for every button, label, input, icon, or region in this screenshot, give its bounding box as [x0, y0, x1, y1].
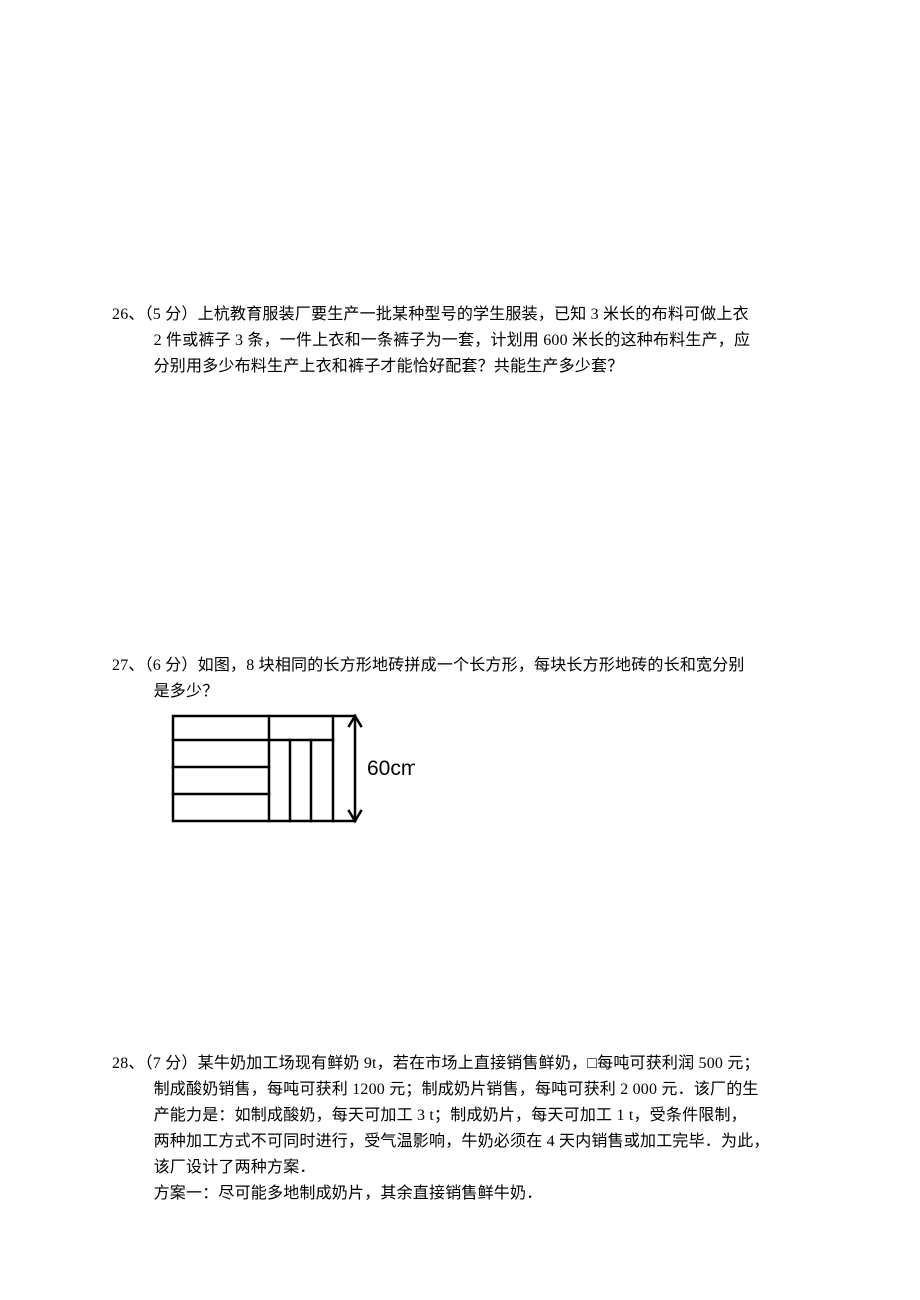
problem-28: 28、（7 分）某牛奶加工场现有鲜奶 9t，若在市场上直接销售鲜奶，□每吨可获利… [112, 1051, 832, 1207]
problem-27-number: 27、 [112, 657, 145, 674]
problem-28-line4: 两种加工方式不可同时进行，受气温影响，牛奶必须在 4 天内销售或加工完毕．为此， [112, 1129, 832, 1155]
problem-26: 26、（5 分）上杭教育服装厂要生产一批某种型号的学生服装，已知 3 米长的布料… [112, 302, 832, 380]
problem-28-points: （7 分） [145, 1055, 198, 1072]
problem-28-line2: 制成酸奶销售，每吨可获利 1200 元；制成奶片销售，每吨可获利 2 000 元… [112, 1077, 832, 1103]
problem-27-line2: 是多少？ [112, 679, 832, 705]
problem-28-line5: 该厂设计了两种方案． [112, 1155, 832, 1181]
problem-27-line1: 27、（6 分）如图，8 块相同的长方形地砖拼成一个长方形，每块长方形地砖的长和… [112, 653, 832, 679]
problem-26-line2: 2 件或裤子 3 条，一件上衣和一条裤子为一套，计划用 600 米长的这种布料生… [112, 328, 832, 354]
problem-26-line3: 分别用多少布料生产上衣和裤子才能恰好配套？共能生产多少套？ [112, 354, 832, 380]
problem-27-diagram: 60cm [170, 713, 415, 828]
problem-28-line3: 产能力是：如制成酸奶，每天可加工 3 t；制成奶片，每天可加工 1 t，受条件限… [112, 1103, 832, 1129]
tiles-diagram-svg: 60cm [170, 713, 415, 828]
problem-28-number: 28、 [112, 1055, 145, 1072]
problem-27-points: （6 分） [145, 657, 198, 674]
problem-26-line1: 26、（5 分）上杭教育服装厂要生产一批某种型号的学生服装，已知 3 米长的布料… [112, 302, 832, 328]
problem-26-number: 26、 [112, 306, 145, 323]
problem-28-line1: 28、（7 分）某牛奶加工场现有鲜奶 9t，若在市场上直接销售鲜奶，□每吨可获利… [112, 1051, 832, 1077]
problem-28-text1: 某牛奶加工场现有鲜奶 9t，若在市场上直接销售鲜奶，□每吨可获利润 500 元； [198, 1055, 760, 1072]
page: 26、（5 分）上杭教育服装厂要生产一批某种型号的学生服装，已知 3 米长的布料… [0, 0, 920, 1300]
problem-26-points: （5 分） [145, 306, 198, 323]
problem-28-line6: 方案一：尽可能多地制成奶片，其余直接销售鲜牛奶． [112, 1181, 832, 1207]
dimension-label: 60cm [367, 757, 415, 780]
problem-27: 27、（6 分）如图，8 块相同的长方形地砖拼成一个长方形，每块长方形地砖的长和… [112, 653, 832, 705]
problem-26-text1: 上杭教育服装厂要生产一批某种型号的学生服装，已知 3 米长的布料可做上衣 [198, 306, 749, 323]
problem-27-text1: 如图，8 块相同的长方形地砖拼成一个长方形，每块长方形地砖的长和宽分别 [198, 657, 745, 674]
